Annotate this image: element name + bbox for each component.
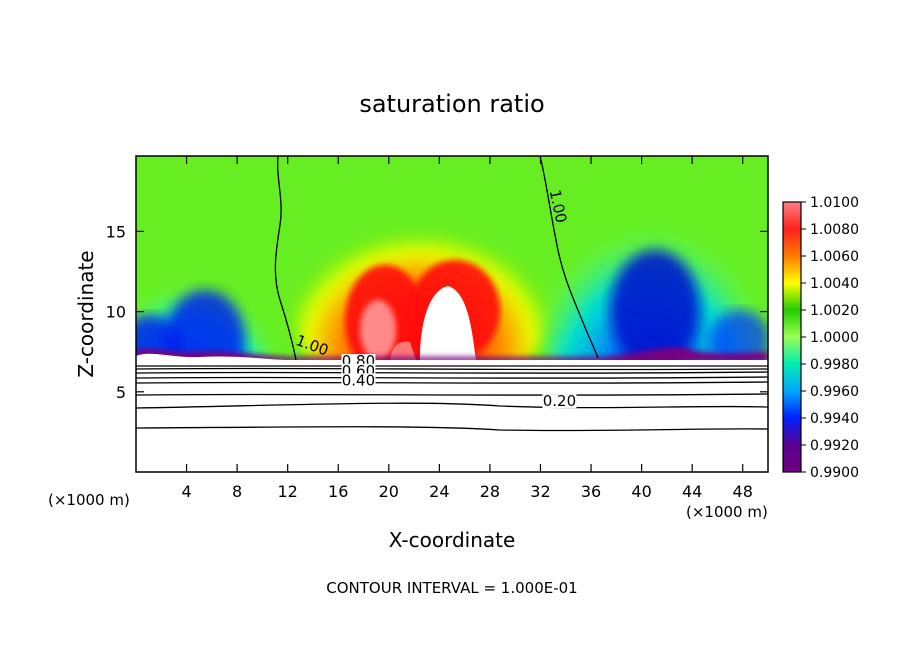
colorbar-segment — [783, 202, 801, 229]
colorbar-segment — [783, 337, 801, 364]
colorbar-label: 1.0080 — [810, 222, 859, 238]
contour-label-bg — [542, 394, 577, 409]
x-tick-label: 32 — [530, 482, 550, 501]
colorbar-label: 1.0020 — [810, 303, 859, 319]
x-tick-label: 4 — [181, 482, 191, 501]
y-tick-label: 15 — [106, 222, 126, 241]
x-tick-label: 44 — [682, 482, 702, 501]
plot-frame — [135, 155, 769, 473]
y-tick-label: 5 — [116, 383, 126, 402]
colorbar-segment — [783, 283, 801, 310]
colorbar-label: 1.0100 — [810, 195, 859, 211]
x-tick-label: 16 — [328, 482, 348, 501]
contour-label: 0.20 — [543, 392, 576, 410]
x-axis: 4 8 12 16 20 24 28 32 36 40 44 48 — [181, 156, 753, 501]
x-tick-label: 40 — [631, 482, 651, 501]
colorbar: 1.0100 1.0080 1.0060 1.0040 1.0020 1.0000 0.99… — [782, 195, 859, 481]
heatmap-field — [136, 156, 768, 472]
chart-title: saturation ratio — [359, 90, 544, 118]
colorbar-segment — [783, 310, 801, 337]
x-unit-label-right: (×1000 m) — [686, 503, 768, 521]
colorbar-label: 0.9960 — [810, 384, 859, 400]
colorbar-label: 0.9980 — [810, 357, 859, 373]
colorbar-label: 0.9940 — [810, 411, 859, 427]
colorbar-segment — [783, 229, 801, 256]
contour-labels: 1.001.000.800.600.400.20 — [293, 188, 577, 410]
y-axis-label: Z-coordinate — [74, 250, 98, 377]
y-tick-label: 10 — [106, 303, 126, 322]
x-tick-label: 36 — [581, 482, 601, 501]
contour-label: 0.40 — [342, 371, 375, 389]
x-tick-label: 24 — [429, 482, 449, 501]
colorbar-segment — [783, 256, 801, 283]
colorbar-label: 1.0040 — [810, 276, 859, 292]
colorbar-label: 1.0000 — [810, 330, 859, 346]
colorbar-segment — [783, 445, 801, 472]
y-axis: 5 10 15 — [106, 222, 768, 402]
colorbar-label: 0.9920 — [810, 438, 859, 454]
colorbar-segment — [783, 391, 801, 418]
colorbar-segment — [783, 418, 801, 445]
contour-lines — [136, 156, 768, 432]
x-tick-label: 20 — [379, 482, 399, 501]
contour-interval-note: CONTOUR INTERVAL = 1.000E-01 — [326, 579, 577, 597]
x-tick-label: 12 — [278, 482, 298, 501]
colorbar-label: 0.9900 — [810, 465, 859, 481]
x-tick-label: 28 — [480, 482, 500, 501]
colorbar-label: 1.0060 — [810, 249, 859, 265]
x-axis-label: X-coordinate — [389, 528, 516, 552]
x-tick-label: 8 — [232, 482, 242, 501]
contour-label-bg — [341, 373, 376, 388]
x-tick-label: 48 — [733, 482, 753, 501]
x-unit-label-left: (×1000 m) — [48, 491, 130, 509]
colorbar-segment — [783, 364, 801, 391]
